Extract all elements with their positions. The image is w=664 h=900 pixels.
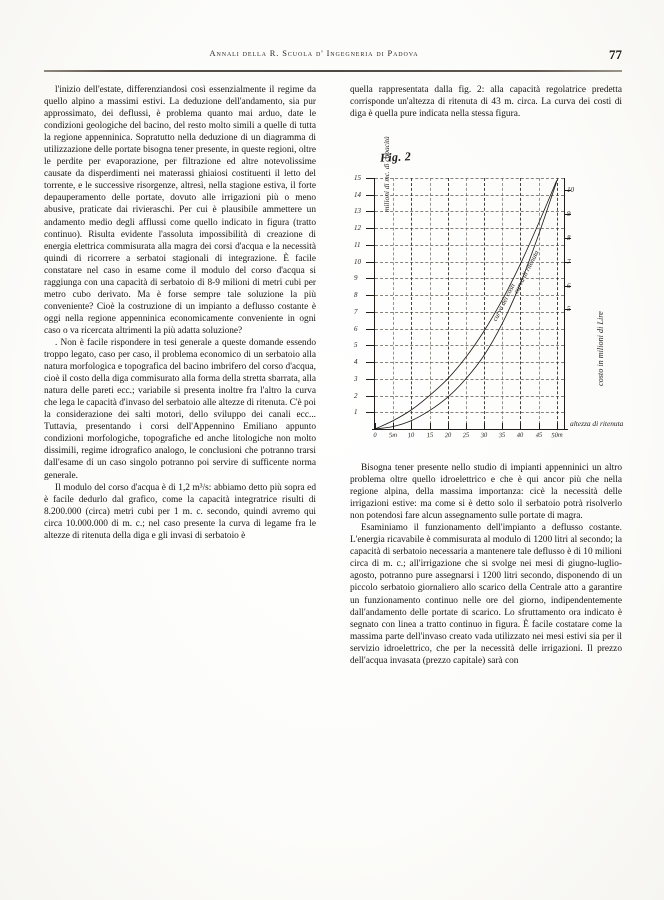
- gridline-vertical: [411, 178, 413, 429]
- y-tick: [366, 194, 374, 196]
- x-tick: [465, 423, 467, 429]
- header-rule: [44, 70, 622, 72]
- y-tick: [366, 311, 374, 313]
- gridline-horizontal: [375, 362, 564, 364]
- running-head: Annali della R. Scuola d' Ingegneria di …: [44, 47, 622, 69]
- x-tick: [556, 423, 558, 429]
- y2-tick: [564, 261, 571, 263]
- x-axis-title: altezza di ritenuta: [570, 419, 624, 428]
- right-text-column-bottom: Bisogna tener presente nello studio di i…: [350, 462, 622, 667]
- y-tick: [366, 211, 374, 213]
- gridline-vertical: [447, 178, 449, 429]
- gridline-horizontal: [375, 378, 564, 380]
- page-number: 77: [609, 47, 622, 62]
- gridline-vertical: [465, 178, 467, 429]
- gridline-horizontal: [375, 278, 564, 280]
- running-head-title: Annali della R. Scuola d' Ingegneria di …: [209, 49, 419, 58]
- gridline-vertical: [520, 178, 522, 429]
- gridline-vertical: [484, 178, 486, 429]
- y-tick: [366, 328, 374, 330]
- y2-tick: [564, 309, 571, 311]
- y2-tick-label: 9: [567, 209, 571, 218]
- gridline-horizontal: [375, 261, 564, 263]
- gridline-horizontal: [375, 194, 564, 196]
- gridline-vertical: [393, 178, 395, 429]
- x-tick: [411, 423, 413, 429]
- gridline-horizontal: [375, 244, 564, 246]
- y2-tick: [564, 213, 571, 215]
- paragraph: . Non è facile rispondere in tesi genera…: [44, 337, 316, 481]
- paragraph: Bisogna tener presente nello studio di i…: [350, 463, 622, 522]
- y-tick: [366, 278, 374, 280]
- figure-2: Fig. 2 1 2 3 4 5 6 7 8 9 10 11 12 13 14 15 5 6 7 8 9 10 0 5m…: [352, 136, 624, 450]
- y-axis-right: [564, 178, 566, 430]
- y-tick: [366, 362, 374, 364]
- y-tick: [366, 378, 374, 380]
- y2-tick: [564, 237, 571, 239]
- x-tick: [447, 423, 449, 429]
- y2-tick-label: 6: [567, 281, 571, 290]
- paragraph: l'inizio dell'estate, differenziandosi c…: [44, 85, 316, 336]
- chart-curves: [374, 180, 558, 430]
- y-tick: [366, 412, 374, 414]
- y2-tick-label: 7: [567, 257, 571, 266]
- gridline-horizontal: [375, 295, 564, 297]
- y2-tick: [564, 285, 571, 287]
- y-tick: [366, 228, 374, 230]
- y-tick: [366, 261, 374, 263]
- gridline-horizontal: [375, 412, 564, 414]
- y-tick: [366, 178, 374, 179]
- chart-gridlines: [375, 178, 564, 429]
- x-tick: [429, 423, 431, 429]
- y-axis-left: [374, 178, 376, 430]
- gridline-horizontal: [375, 345, 564, 347]
- gridline-horizontal: [375, 311, 564, 313]
- x-tick: [502, 423, 504, 429]
- gridline-horizontal: [375, 228, 564, 230]
- gridline-vertical: [538, 178, 540, 429]
- y2-tick-label: 10: [567, 185, 574, 194]
- gridline-vertical: [556, 178, 558, 429]
- paragraph: Il modulo del corso d'acqua è di 1,2 m³/…: [44, 482, 316, 541]
- x-tick: [484, 423, 486, 429]
- y2-tick-label: 8: [567, 233, 571, 242]
- x-tick: [538, 423, 540, 429]
- gridline-horizontal: [375, 395, 564, 397]
- gridline-horizontal: [375, 211, 564, 213]
- x-tick: [520, 423, 522, 429]
- right-text-column-top: quella rappresentata dalla fig. 2: alla …: [350, 84, 622, 144]
- paragraph: Esaminiamo il funzionamento dell'impiant…: [350, 523, 622, 666]
- y-tick: [366, 295, 374, 297]
- left-text-column: l'inizio dell'estate, differenziandosi c…: [44, 84, 316, 542]
- paragraph: quella rappresentata dalla fig. 2: alla …: [350, 85, 622, 120]
- gridline-horizontal: [375, 178, 564, 179]
- y2-tick-label: 5: [567, 305, 571, 314]
- gridline-vertical: [502, 178, 504, 429]
- gridline-vertical: [429, 178, 431, 429]
- y-tick: [366, 345, 374, 347]
- y-tick: [366, 395, 374, 397]
- x-axis: [372, 429, 568, 431]
- y-tick: [366, 244, 374, 246]
- y2-tick: [564, 189, 571, 191]
- x-tick: [375, 423, 376, 429]
- gridline-horizontal: [375, 328, 564, 330]
